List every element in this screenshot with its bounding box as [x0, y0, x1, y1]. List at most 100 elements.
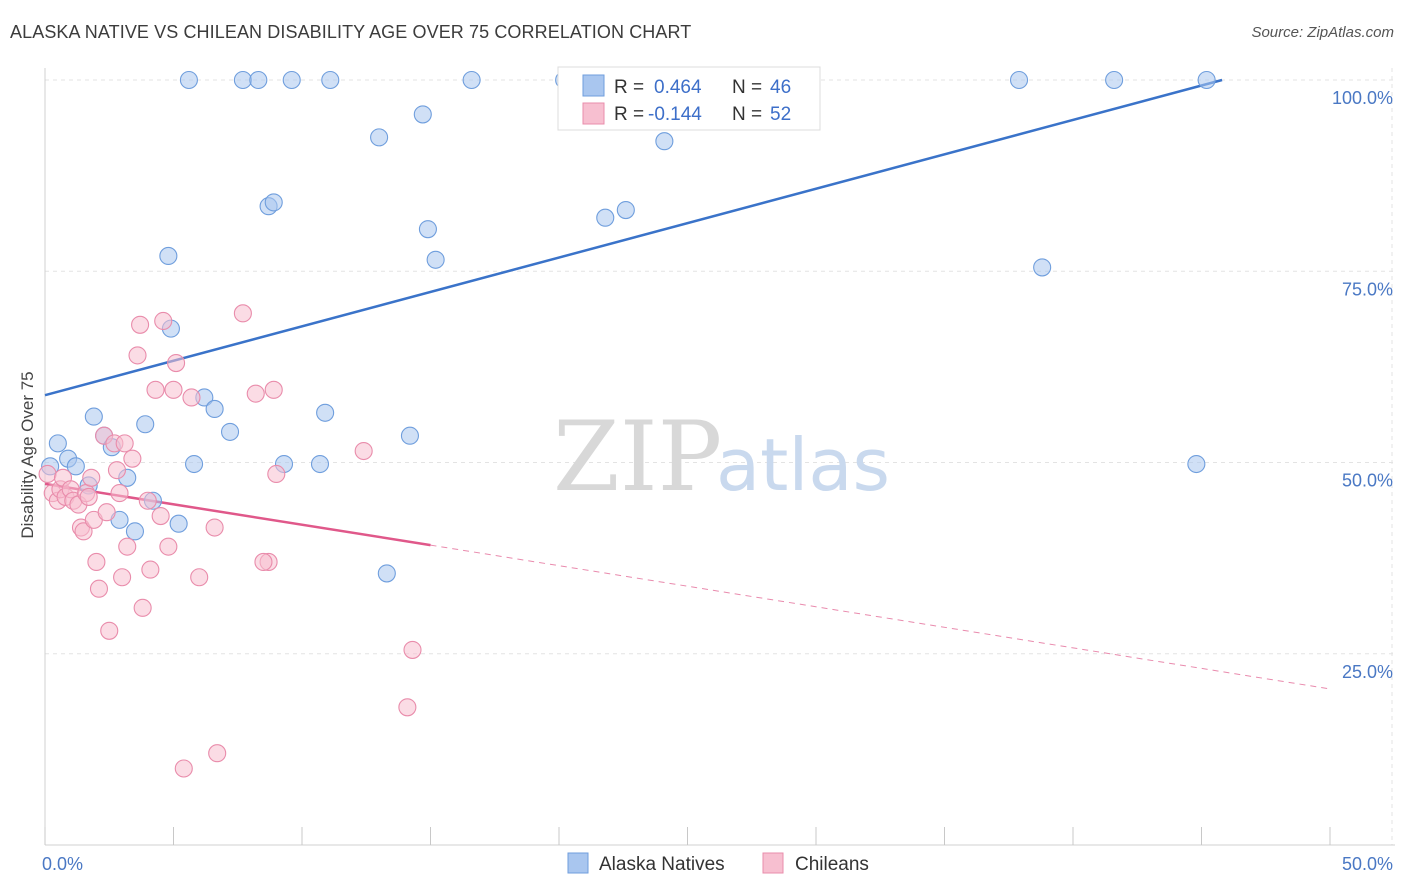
- y-tick-label: 75.0%: [1342, 279, 1393, 299]
- watermark-zip: ZIP: [553, 401, 722, 513]
- bottom-legend: Alaska Natives Chileans: [567, 852, 869, 875]
- chilean-point: [74, 522, 93, 541]
- y-tick-label: 50.0%: [1342, 471, 1393, 491]
- alaska-native-point: [310, 454, 330, 474]
- legend-swatch-alaska: [582, 74, 605, 97]
- chilean-point: [246, 384, 265, 403]
- alaska-native-point: [1187, 454, 1206, 474]
- x-tick-label-max: 50.0%: [1342, 854, 1393, 874]
- alaska-native-point: [125, 522, 144, 541]
- alaska-native-point: [316, 403, 335, 422]
- legend-r-value-chileans: -0.144: [648, 104, 702, 125]
- chilean-point: [208, 744, 227, 763]
- alaska-native-point: [596, 208, 615, 227]
- legend-r-label-chileans: R =: [614, 104, 644, 125]
- chilean-point: [82, 468, 101, 487]
- alaska-native-point: [1105, 70, 1124, 90]
- alaska-native-point: [264, 193, 283, 212]
- chilean-point: [138, 491, 157, 510]
- chilean-point: [113, 568, 132, 587]
- alaska-native-point: [233, 70, 252, 90]
- chilean-point: [38, 464, 57, 484]
- chilean-point: [128, 346, 147, 365]
- chilean-point: [174, 759, 193, 778]
- alaska-native-point: [1033, 258, 1052, 277]
- chilean-trend-line: [44, 482, 431, 547]
- alaska-native-point: [370, 128, 389, 147]
- legend-n-value-alaska: 46: [770, 77, 791, 98]
- chilean-point: [97, 503, 116, 522]
- data-points: [38, 70, 1216, 778]
- chart-source: Source: ZipAtlas.com: [1251, 24, 1394, 41]
- chilean-point: [267, 464, 286, 484]
- alaska-native-point: [66, 457, 85, 476]
- chilean-point: [233, 304, 252, 323]
- chilean-point: [167, 353, 186, 373]
- alaska-native-point: [321, 70, 340, 90]
- bottom-legend-label-alaska: Alaska Natives: [599, 854, 725, 875]
- alaska-native-point: [169, 514, 188, 533]
- bottom-legend-swatch-chileans: [762, 852, 784, 874]
- alaska-native-point: [282, 70, 301, 90]
- chilean-point: [354, 441, 373, 461]
- alaska-native-point: [377, 564, 396, 583]
- watermark: ZIP atlas: [553, 401, 890, 513]
- trend-lines: [44, 78, 1331, 690]
- chilean-point: [141, 560, 160, 579]
- legend: R = 0.464 N = 46 R = -0.144 N = 52: [557, 66, 821, 131]
- alaska-native-point: [616, 201, 635, 220]
- bottom-legend-swatch-alaska: [567, 852, 589, 874]
- alaska-native-trend-line: [44, 78, 1223, 397]
- alaska-native-point: [462, 70, 481, 90]
- chilean-point: [79, 487, 98, 506]
- chilean-point: [118, 537, 137, 556]
- chilean-point: [154, 311, 173, 331]
- alaska-native-point: [84, 407, 103, 426]
- chilean-point: [100, 621, 119, 640]
- y-tick-label: 100.0%: [1332, 88, 1393, 108]
- chilean-point: [403, 640, 422, 659]
- chilean-point: [133, 598, 152, 617]
- alaska-native-point: [1197, 70, 1216, 90]
- alaska-native-point: [185, 454, 204, 474]
- tick-labels: 100.0% 75.0% 50.0% 25.0% 0.0% 50.0%: [42, 88, 1393, 874]
- alaska-native-point: [220, 422, 240, 441]
- x-tick-label-min: 0.0%: [42, 854, 83, 874]
- chilean-point: [131, 315, 150, 334]
- chilean-trend-line-extension: [430, 544, 1331, 690]
- alaska-native-point: [48, 434, 67, 453]
- axes: [44, 68, 1395, 846]
- alaska-native-point: [136, 415, 155, 434]
- chilean-point: [107, 461, 127, 480]
- chilean-point: [115, 434, 134, 453]
- legend-r-value-alaska: 0.464: [654, 77, 702, 98]
- chilean-point: [159, 537, 178, 556]
- alaska-native-point: [1009, 70, 1029, 90]
- legend-n-value-chileans: 52: [770, 104, 791, 125]
- chilean-point: [110, 484, 129, 503]
- y-tick-label: 25.0%: [1342, 662, 1393, 682]
- watermark-atlas: atlas: [716, 423, 890, 507]
- chilean-point: [398, 698, 417, 717]
- alaska-native-point: [418, 220, 437, 239]
- chilean-point: [264, 380, 283, 399]
- alaska-native-point: [426, 250, 445, 269]
- legend-n-label-alaska: N =: [732, 77, 762, 98]
- legend-r-label-alaska: R =: [614, 77, 644, 98]
- chilean-point: [151, 506, 170, 526]
- legend-swatch-chileans: [582, 102, 605, 125]
- y-axis-label: Disability Age Over 75: [18, 371, 37, 538]
- chilean-point: [182, 388, 201, 407]
- chilean-point: [89, 579, 109, 598]
- alaska-native-point: [205, 399, 224, 419]
- chilean-point: [123, 449, 142, 468]
- chilean-point: [146, 380, 165, 399]
- chilean-point: [164, 380, 183, 399]
- alaska-native-point: [159, 246, 178, 265]
- alaska-native-point: [655, 132, 674, 151]
- chilean-point: [205, 518, 224, 537]
- chart-title: ALASKA NATIVE VS CHILEAN DISABILITY AGE …: [10, 22, 692, 42]
- alaska-native-point: [400, 426, 419, 445]
- bottom-legend-label-chileans: Chileans: [795, 854, 869, 875]
